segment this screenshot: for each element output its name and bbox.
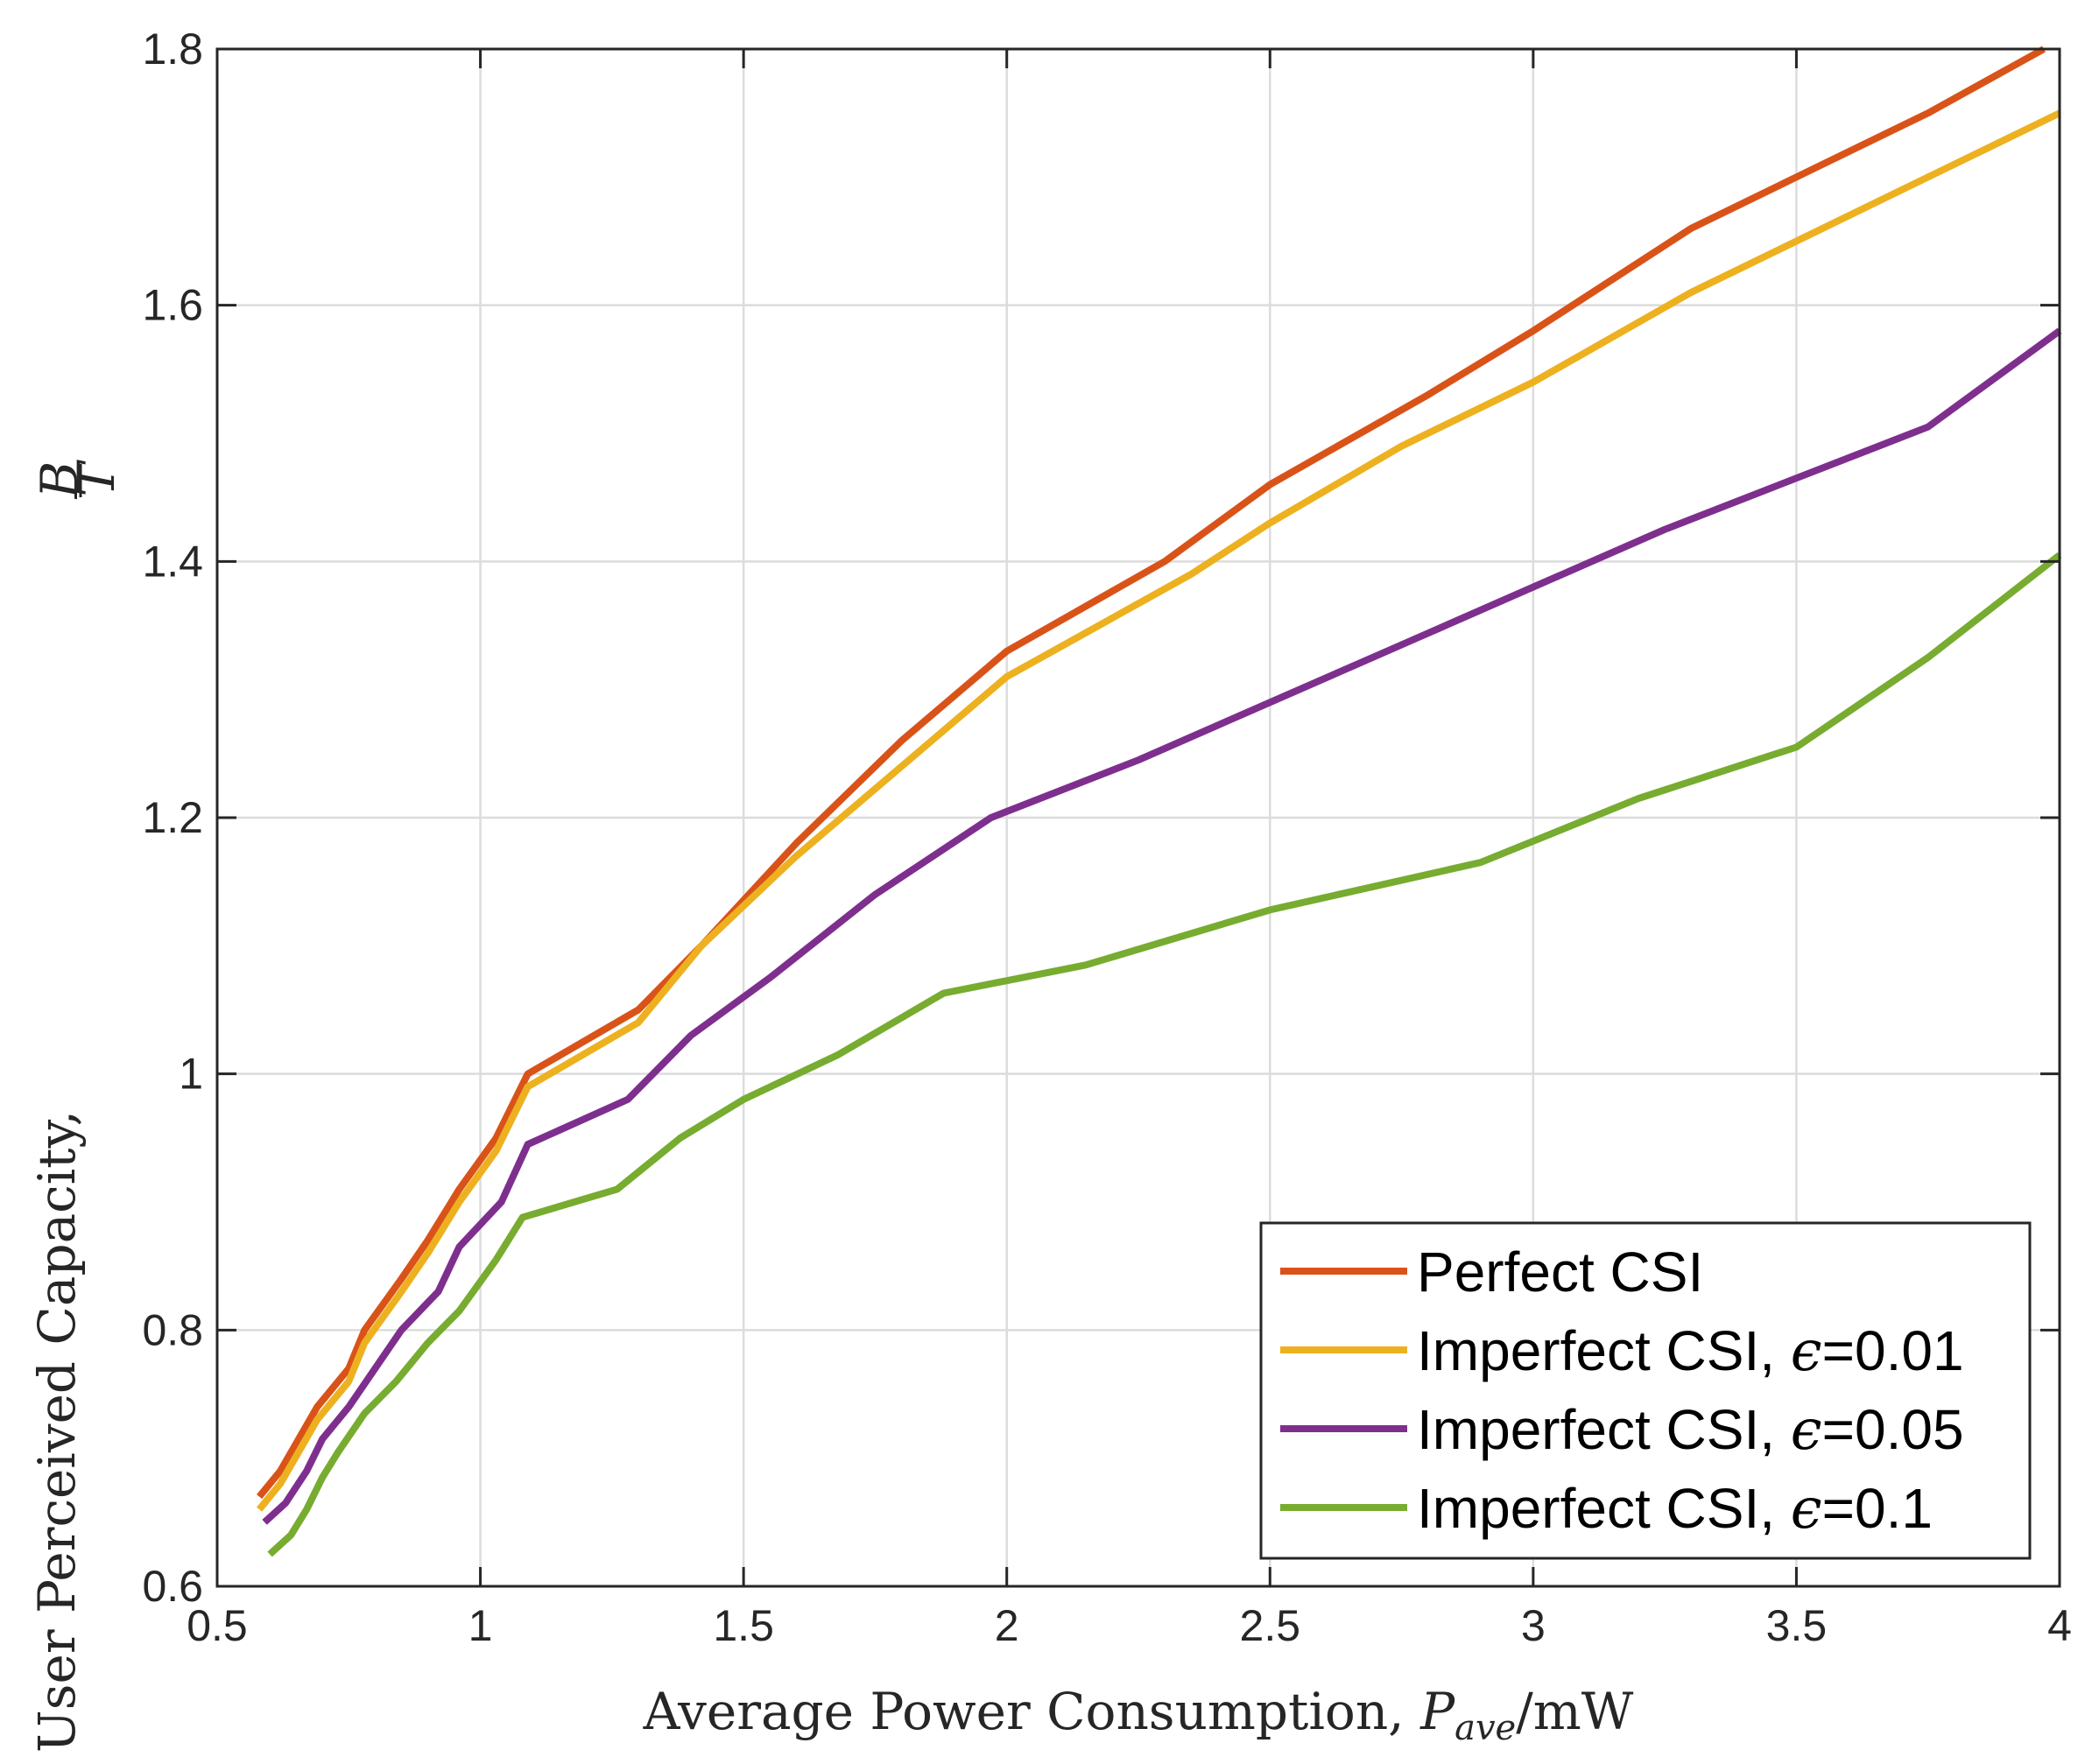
series-line-2	[257, 109, 2061, 1512]
legend-label-4: Imperfect CSI, ϵ=0.1	[1417, 1477, 1933, 1542]
x-tick-label: 1.5	[713, 1601, 774, 1650]
x-tick-label: 4	[2047, 1601, 2072, 1650]
legend-label-2: Imperfect CSI, ϵ=0.01	[1417, 1319, 1964, 1384]
series-line-4	[267, 552, 2062, 1557]
x-tick-label: 2.5	[1240, 1601, 1301, 1650]
series-lines	[257, 46, 2062, 1557]
series-line-3	[262, 327, 2062, 1525]
y-tick-labels: 0.6 0.8 1 1.2 1.4 1.6 1.8	[142, 25, 203, 1611]
x-tick-label: 2	[995, 1601, 1019, 1650]
y-tick-label: 1.6	[142, 281, 203, 330]
y-axis-label: User Perceived Capacity, B T	[27, 459, 126, 1753]
y-axis-label-fraction-denominator: T	[67, 459, 126, 496]
x-tick-label: 0.5	[187, 1601, 248, 1650]
y-tick-label: 1	[179, 1050, 203, 1099]
legend-label-1: Perfect CSI	[1417, 1240, 1703, 1304]
y-tick-label: 1.4	[142, 537, 203, 586]
legend-label-3: Imperfect CSI, ϵ=0.05	[1417, 1398, 1964, 1463]
y-axis-label-text: User Perceived Capacity,	[27, 1110, 87, 1753]
x-tick-label: 3.5	[1766, 1601, 1828, 1650]
x-axis-label: Average Power Consumption, Pave/mW	[643, 1682, 1634, 1748]
x-tick-label: 1	[468, 1601, 493, 1650]
y-tick-label: 1.8	[142, 25, 203, 74]
x-tick-labels: 0.5 1 1.5 2 2.5 3 3.5 4	[187, 1601, 2072, 1650]
y-tick-label: 0.6	[142, 1562, 203, 1611]
y-tick-label: 0.8	[142, 1305, 203, 1354]
legend-box	[1259, 1221, 2032, 1560]
y-tick-label: 1.2	[142, 793, 203, 842]
legend: Perfect CSI Imperfect CSI, ϵ=0.01 Imperfec…	[1259, 1221, 2032, 1560]
axis-ticks	[215, 47, 2061, 1588]
legend-items: Perfect CSI Imperfect CSI, ϵ=0.01 Imperfec…	[1280, 1240, 1964, 1542]
x-tick-label: 3	[1521, 1601, 1546, 1650]
